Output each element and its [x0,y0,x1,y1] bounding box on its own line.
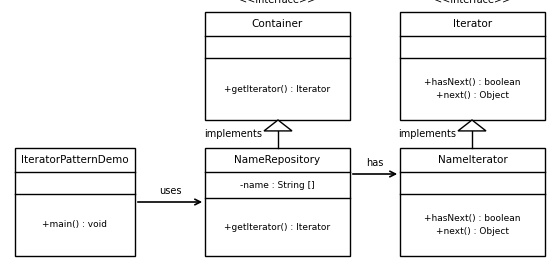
Text: NameIterator: NameIterator [437,155,507,165]
Text: +next() : Object: +next() : Object [436,227,509,236]
Text: +main() : void: +main() : void [43,221,108,230]
Bar [205,148,350,256]
Bar [205,12,350,120]
Text: implements: implements [204,129,262,139]
Text: -name : String []: -name : String [] [240,180,315,189]
Text: +getIterator() : Iterator: +getIterator() : Iterator [225,85,330,93]
Text: uses: uses [158,186,181,196]
Text: +hasNext() : boolean: +hasNext() : boolean [424,79,521,88]
Text: implements: implements [398,129,456,139]
Text: Iterator: Iterator [453,19,492,29]
Text: +getIterator() : Iterator: +getIterator() : Iterator [225,224,330,233]
Text: <<Interface>>: <<Interface>> [239,0,316,5]
Polygon shape [264,120,292,131]
Text: <<Interface>>: <<Interface>> [435,0,511,5]
Bar [400,148,545,256]
Text: Container: Container [252,19,303,29]
Text: has: has [366,158,384,168]
Bar [15,148,135,256]
Text: IteratorPatternDemo: IteratorPatternDemo [21,155,129,165]
Text: +next() : Object: +next() : Object [436,91,509,99]
Text: +hasNext() : boolean: +hasNext() : boolean [424,215,521,224]
Text: NameRepository: NameRepository [235,155,320,165]
Polygon shape [458,120,486,131]
Bar [400,12,545,120]
